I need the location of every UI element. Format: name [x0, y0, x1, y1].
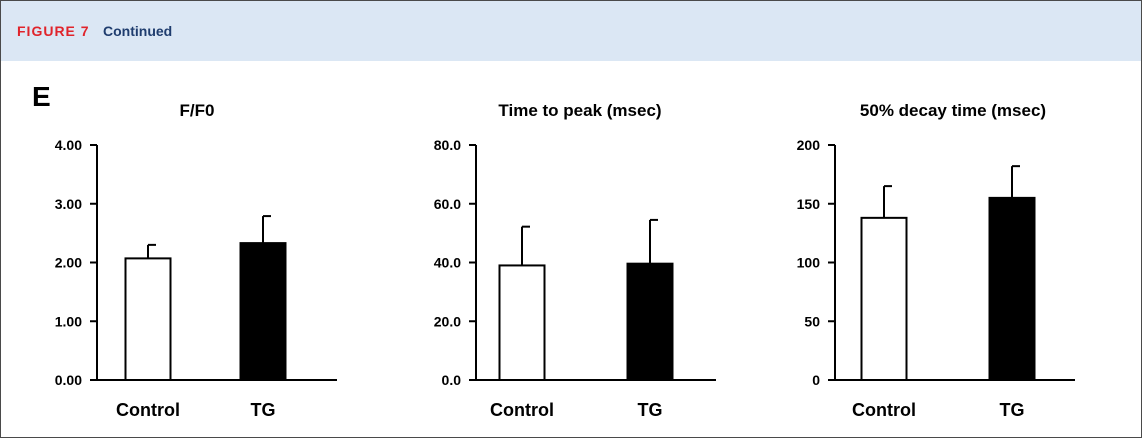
figure-header: FIGURE 7 Continued — [1, 1, 1141, 61]
chart-3-y-tick-label: 0 — [812, 372, 820, 388]
chart-2-y-tick-label: 20.0 — [434, 313, 461, 329]
chart-1-category-label: TG — [251, 400, 276, 420]
chart-3-category-label: Control — [852, 400, 916, 420]
chart-3-y-tick-label: 150 — [797, 196, 821, 212]
panel-letter: E — [32, 81, 51, 112]
chart-2-y-tick-label: 0.0 — [442, 372, 462, 388]
chart-1-title: F/F0 — [180, 101, 215, 120]
figure-continued-label: Continued — [103, 23, 173, 39]
chart-3-category-label: TG — [1000, 400, 1025, 420]
chart-2-y-tick-label: 60.0 — [434, 196, 461, 212]
chart-3-bar-control — [860, 216, 908, 381]
chart-2-title: Time to peak (msec) — [498, 101, 661, 120]
chart-3-y-tick-label: 200 — [797, 137, 821, 153]
chart-2-bar-control — [498, 264, 546, 381]
figure-label: FIGURE 7 — [17, 23, 90, 39]
chart-1-y-tick-label: 2.00 — [55, 255, 82, 271]
chart-2-category-label: Control — [490, 400, 554, 420]
chart-1-y-tick-label: 3.00 — [55, 196, 82, 212]
chart-3-title: 50% decay time (msec) — [860, 101, 1046, 120]
chart-2-bar-tg — [626, 262, 674, 381]
chart-1-y-tick-label: 1.00 — [55, 313, 82, 329]
chart-1-bar-tg — [239, 242, 287, 381]
chart-2-y-tick-label: 80.0 — [434, 137, 461, 153]
chart-3-y-tick-label: 50 — [804, 313, 820, 329]
chart-1-y-tick-label: 0.00 — [55, 372, 82, 388]
chart-2-y-tick-label: 40.0 — [434, 255, 461, 271]
chart-1-y-tick-label: 4.00 — [55, 137, 82, 153]
chart-1-bar-control — [124, 257, 172, 382]
chart-1-category-label: Control — [116, 400, 180, 420]
chart-3-bar-tg — [988, 196, 1036, 381]
chart-3-y-tick-label: 100 — [797, 255, 821, 271]
chart-2-category-label: TG — [638, 400, 663, 420]
